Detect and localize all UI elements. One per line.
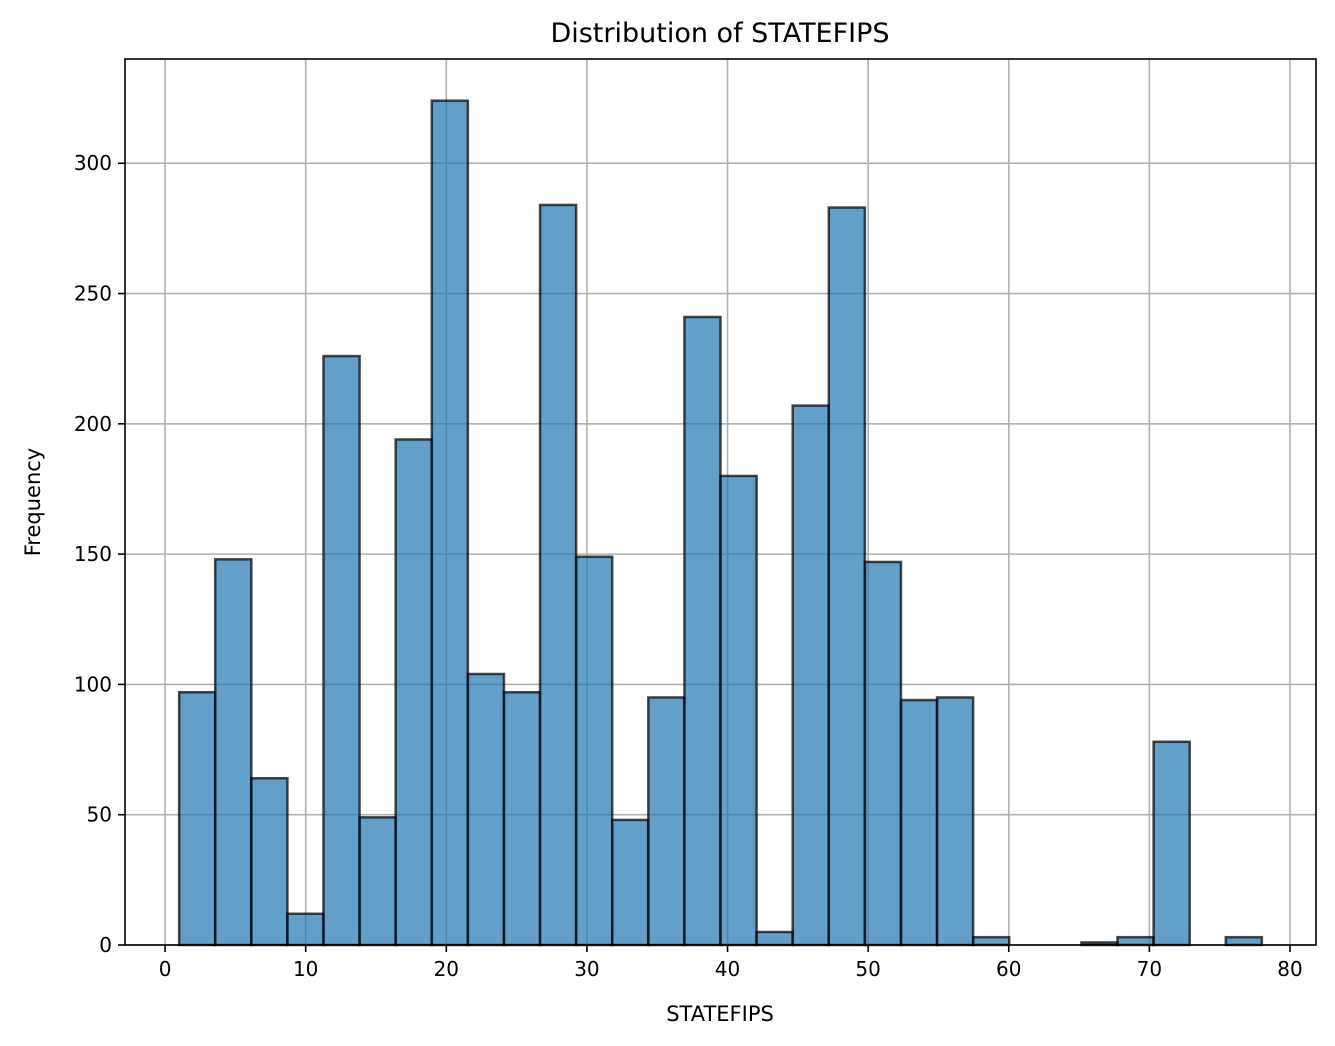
y-tick-label: 50 (87, 803, 112, 827)
x-tick-label: 0 (159, 957, 172, 981)
x-tick-label: 80 (1277, 957, 1302, 981)
y-tick-label: 0 (99, 933, 112, 957)
y-tick-label: 200 (74, 412, 112, 436)
histogram-bar (610, 818, 650, 947)
histogram-bar (358, 816, 397, 947)
histogram-bars (177, 99, 1264, 947)
x-tick-label: 10 (293, 957, 318, 981)
histogram-bar (647, 696, 686, 947)
histogram-bar (177, 690, 217, 947)
y-tick-label: 250 (74, 282, 112, 306)
x-axis-label: STATEFIPS (666, 1002, 774, 1026)
histogram-bar (1116, 935, 1155, 947)
x-tick-label: 30 (574, 957, 599, 981)
histogram-bar (574, 555, 614, 947)
y-tick-label: 300 (74, 151, 112, 175)
y-axis-label: Frequency (21, 448, 45, 557)
y-tick-label: 150 (74, 542, 112, 566)
histogram-bar (286, 912, 325, 947)
x-tick-label: 20 (434, 957, 459, 981)
histogram-bar (755, 930, 794, 947)
histogram-bar (827, 206, 867, 947)
x-tick-label: 70 (1137, 957, 1162, 981)
histogram-bar (899, 698, 939, 947)
histogram-bar (250, 776, 289, 947)
axis-ticks: 0 10 20 30 40 50 60 70 80 0 50 100 150 200 250 300 (74, 151, 1303, 981)
histogram-bar (466, 672, 506, 947)
histogram-bar (213, 558, 253, 947)
x-tick-label: 60 (996, 957, 1021, 981)
histogram-bar (719, 474, 758, 947)
plot-frame (124, 58, 1317, 946)
histogram-bar (322, 354, 361, 947)
x-tick-label: 40 (715, 957, 740, 981)
histogram-bar (502, 690, 542, 947)
y-tick-label: 100 (74, 672, 112, 696)
histogram-bar (394, 438, 434, 947)
histogram-bar (791, 404, 831, 947)
chart-title: Distribution of STATEFIPS (550, 18, 889, 49)
histogram-bar (430, 99, 470, 947)
histogram-bar (1224, 935, 1264, 947)
x-tick-label: 50 (855, 957, 880, 981)
histogram-bar (683, 315, 722, 947)
histogram-bar (538, 203, 578, 947)
histogram-bar (863, 560, 903, 947)
histogram-bar (935, 696, 975, 947)
histogram-bar (971, 935, 1011, 947)
histogram-bar (1152, 740, 1191, 947)
